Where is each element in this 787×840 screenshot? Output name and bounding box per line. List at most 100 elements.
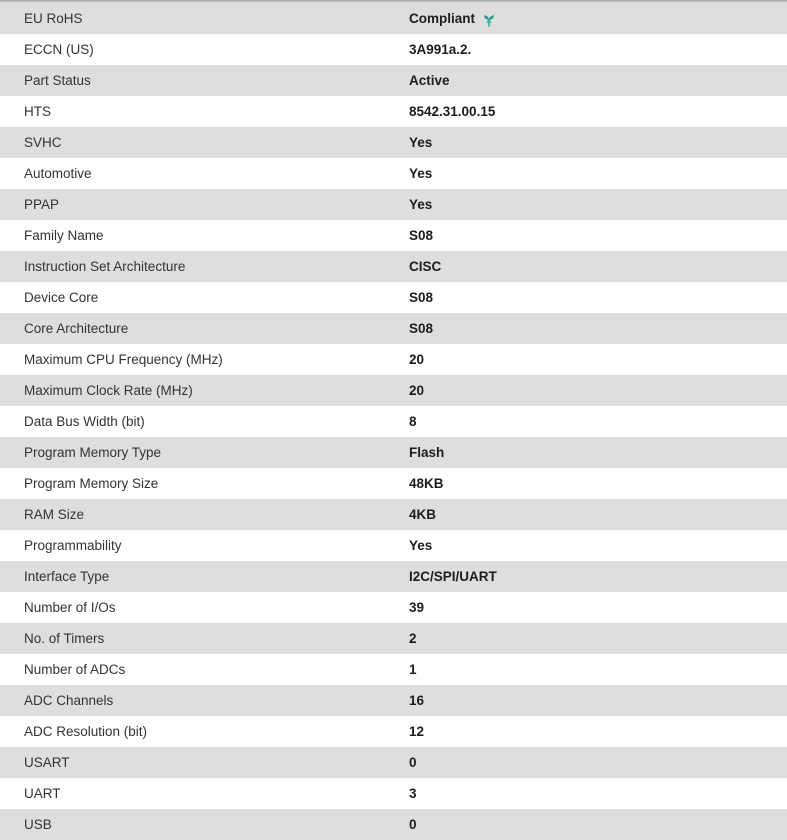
spec-row: Data Bus Width (bit) 8: [0, 406, 787, 437]
spec-value: Yes: [409, 530, 787, 561]
spec-value-text: CISC: [409, 259, 442, 274]
spec-value: 0: [409, 809, 787, 840]
spec-value-wrap: Yes: [409, 189, 432, 220]
spec-label: Interface Type: [24, 569, 110, 584]
spec-label: USB: [24, 817, 52, 832]
spec-row: USART 0: [0, 747, 787, 778]
spec-row: Part Status Active: [0, 65, 787, 96]
spec-value: 8542.31.00.15: [409, 96, 787, 127]
spec-value-wrap: I2C/SPI/UART: [409, 561, 497, 592]
spec-value-wrap: 2: [409, 623, 417, 654]
spec-value-wrap: 39: [409, 592, 424, 623]
spec-label: Automotive: [24, 166, 92, 181]
spec-row: EU RoHS Compliant: [0, 3, 787, 34]
spec-value-text: 0: [409, 755, 417, 770]
spec-value-wrap: Yes: [409, 530, 432, 561]
spec-value-text: 1: [409, 662, 417, 677]
spec-value: S08: [409, 220, 787, 251]
spec-row: ADC Channels 16: [0, 685, 787, 716]
spec-label: PPAP: [24, 197, 60, 212]
spec-value-wrap: Yes: [409, 158, 432, 189]
spec-value: S08: [409, 313, 787, 344]
spec-label: Program Memory Size: [24, 476, 159, 491]
spec-value: 1: [409, 654, 787, 685]
spec-label: Number of ADCs: [24, 662, 126, 677]
spec-value: 20: [409, 375, 787, 406]
spec-value-wrap: Compliant: [409, 3, 496, 34]
spec-row: PPAP Yes: [0, 189, 787, 220]
spec-value: Yes: [409, 158, 787, 189]
spec-value-wrap: 20: [409, 344, 424, 375]
spec-row: ADC Resolution (bit) 12: [0, 716, 787, 747]
spec-row: UART 3: [0, 778, 787, 809]
spec-value-text: 4KB: [409, 507, 437, 522]
spec-value: 20: [409, 344, 787, 375]
spec-value: 16: [409, 685, 787, 716]
spec-label: Part Status: [24, 73, 91, 88]
spec-value-text: Yes: [409, 166, 433, 181]
spec-row: Programmability Yes: [0, 530, 787, 561]
spec-row: Number of I/Os 39: [0, 592, 787, 623]
spec-value-text: I2C/SPI/UART: [409, 569, 497, 584]
spec-label: RAM Size: [24, 507, 85, 522]
previous-row-clipped-edge: [0, 0, 787, 3]
spec-label: Instruction Set Architecture: [24, 259, 186, 274]
spec-value: 4KB: [409, 499, 787, 530]
spec-label: USART: [24, 755, 70, 770]
spec-value-wrap: 20: [409, 375, 424, 406]
spec-row: Program Memory Type Flash: [0, 437, 787, 468]
specifications-table-body: EU RoHS Compliant ECCN (US) 3A991a.2. Part S…: [0, 3, 787, 840]
spec-label: Family Name: [24, 228, 104, 243]
spec-value: 48KB: [409, 468, 787, 499]
spec-row: RAM Size 4KB: [0, 499, 787, 530]
spec-value: 0: [409, 747, 787, 778]
spec-value: Yes: [409, 127, 787, 158]
spec-value-text: Flash: [409, 445, 445, 460]
spec-label: Program Memory Type: [24, 445, 162, 460]
spec-row: Family Name S08: [0, 220, 787, 251]
spec-value-wrap: Yes: [409, 127, 432, 158]
spec-value: Yes: [409, 189, 787, 220]
spec-row: Automotive Yes: [0, 158, 787, 189]
spec-value-text: 48KB: [409, 476, 444, 491]
spec-row: Maximum Clock Rate (MHz) 20: [0, 375, 787, 406]
spec-label: No. of Timers: [24, 631, 105, 646]
spec-value-wrap: S08: [409, 220, 433, 251]
spec-value-wrap: 16: [409, 685, 424, 716]
spec-value: 3: [409, 778, 787, 809]
spec-value: CISC: [409, 251, 787, 282]
spec-label: Data Bus Width (bit): [24, 414, 145, 429]
spec-label: ADC Channels: [24, 693, 114, 708]
spec-label: Maximum CPU Frequency (MHz): [24, 352, 223, 367]
spec-value: Flash: [409, 437, 787, 468]
spec-row: Instruction Set Architecture CISC: [0, 251, 787, 282]
spec-row: Interface Type I2C/SPI/UART: [0, 561, 787, 592]
spec-value: Active: [409, 65, 787, 96]
spec-value-wrap: 3: [409, 778, 417, 809]
spec-value-text: Yes: [409, 538, 433, 553]
spec-value-wrap: Active: [409, 65, 450, 96]
spec-value-text: Compliant: [409, 11, 475, 26]
spec-label: ADC Resolution (bit): [24, 724, 148, 739]
spec-row: ECCN (US) 3A991a.2.: [0, 34, 787, 65]
spec-value-text: 0: [409, 817, 417, 832]
spec-value: Compliant: [409, 3, 787, 34]
spec-row: HTS 8542.31.00.15: [0, 96, 787, 127]
spec-row: Program Memory Size 48KB: [0, 468, 787, 499]
spec-value: 8: [409, 406, 787, 437]
spec-value-text: 20: [409, 383, 425, 398]
leaf-icon: [482, 13, 496, 27]
spec-label: SVHC: [24, 135, 62, 150]
spec-row: Core Architecture S08: [0, 313, 787, 344]
spec-value-text: 3A991a.2.: [409, 42, 472, 57]
spec-value-wrap: 48KB: [409, 468, 444, 499]
spec-value-text: 8: [409, 414, 417, 429]
spec-label: Programmability: [24, 538, 122, 553]
spec-value-wrap: 0: [409, 809, 417, 840]
spec-label: HTS: [24, 104, 51, 119]
spec-value-wrap: 8542.31.00.15: [409, 96, 495, 127]
spec-value-text: S08: [409, 290, 434, 305]
specifications-table: EU RoHS Compliant ECCN (US) 3A991a.2. Part S…: [0, 3, 787, 840]
spec-value: 3A991a.2.: [409, 34, 787, 65]
spec-label: ECCN (US): [24, 42, 94, 57]
